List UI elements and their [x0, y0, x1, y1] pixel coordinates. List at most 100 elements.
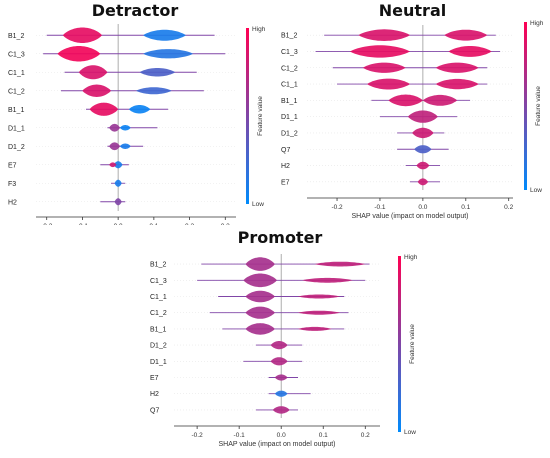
detractor-title: Detractor	[91, 1, 179, 20]
violin-shape	[245, 323, 275, 335]
violin-shape	[136, 87, 172, 95]
x-tick-label: 0.0	[277, 432, 286, 439]
neutral-title: Neutral	[378, 1, 447, 20]
x-tick-label: -0.1	[374, 204, 386, 211]
violin-shape	[448, 46, 492, 57]
violin-c1-3: C1_3	[150, 273, 380, 288]
violin-c1-1: C1_1	[150, 290, 380, 303]
violin-shape	[362, 62, 406, 73]
x-tick-label: 0.0	[114, 223, 123, 225]
violin-b1-2: B1_2	[281, 29, 513, 41]
colorbar-high-label: High	[252, 26, 266, 33]
violin-q7: Q7	[281, 145, 513, 154]
feature-label: C1_3	[8, 51, 25, 58]
feature-label: F3	[8, 181, 16, 188]
violin-shape	[245, 290, 275, 303]
violin-f3: F3	[8, 179, 236, 188]
x-tick-label: -0.1	[234, 432, 246, 439]
violin-c1-2: C1_2	[281, 62, 513, 73]
violin-shape	[114, 179, 122, 187]
violin-c1-3: C1_3	[281, 45, 513, 58]
x-tick-label: -0.2	[41, 223, 53, 225]
violin-shape	[367, 78, 410, 90]
violin-shape	[412, 127, 434, 139]
colorbar	[524, 22, 527, 190]
violin-shape	[270, 357, 288, 366]
x-tick-label: -0.1	[77, 223, 89, 225]
violin-shape	[245, 257, 275, 271]
violin-shape	[119, 143, 131, 149]
feature-label: C1_2	[150, 310, 167, 317]
x-tick-label: 0.2	[185, 223, 194, 225]
feature-label: C1_1	[281, 82, 298, 89]
violin-d1-1: D1_1	[150, 357, 380, 366]
violin-c1-2: C1_2	[150, 306, 380, 319]
promoter-violin-chart: B1_2 C1_3 C1_1 C1_2 B1_1 D1_2 D1_1 E7 H2 Q7 -0.2 -0…	[150, 254, 418, 448]
feature-label: E7	[281, 179, 290, 186]
violin-q7: Q7	[150, 406, 380, 414]
x-tick-label: 0.1	[149, 223, 158, 225]
violin-shape	[298, 294, 341, 299]
feature-label: Q7	[150, 407, 159, 414]
violin-shape	[435, 78, 479, 90]
violin-shape	[128, 105, 151, 114]
violin-shape	[78, 65, 108, 80]
violin-c1-1: C1_1	[8, 65, 236, 80]
feature-label: E7	[150, 375, 159, 382]
feature-label: C1_2	[8, 88, 25, 95]
promoter-panel: Promoter B1_2 C1_3 C1_1 C1_2 B1_1 D1_2 D1_1 E7 H…	[130, 228, 430, 453]
violin-shape	[82, 84, 111, 97]
violin-shape	[119, 125, 131, 131]
violin-d1-1: D1_1	[281, 110, 513, 123]
feature-label: B1_2	[8, 33, 24, 40]
feature-label: H2	[8, 199, 17, 206]
feature-label: D1_1	[8, 125, 25, 132]
violin-shape	[298, 326, 332, 331]
colorbar-low-label: Low	[252, 201, 264, 208]
colorbar	[246, 28, 249, 204]
violin-e7: E7	[8, 161, 236, 169]
violin-e7: E7	[281, 178, 513, 186]
violin-c1-2: C1_2	[8, 84, 236, 97]
violin-shape	[435, 62, 479, 73]
violin-shape	[444, 29, 488, 41]
colorbar-low-label: Low	[404, 429, 416, 436]
violin-b1-1: B1_1	[281, 94, 513, 107]
violin-shape	[414, 145, 432, 154]
violin-h2: H2	[150, 390, 380, 398]
x-tick-label: 0.3	[221, 223, 230, 225]
feature-label: B1_1	[281, 98, 297, 105]
colorbar-title: Feature value	[535, 86, 542, 126]
violin-shape	[143, 49, 194, 59]
violin-b1-1: B1_1	[150, 323, 380, 335]
detractor-panel: Detractor B1_2 C1_3 C1_1 C1_2 B1_1 D1_1 D1_2 E7…	[0, 0, 270, 239]
x-tick-label: 0.0	[418, 204, 427, 211]
violin-shape	[416, 161, 430, 170]
feature-label: D1_1	[150, 359, 167, 366]
violin-b1-2: B1_2	[150, 257, 380, 271]
violin-shape	[422, 94, 458, 106]
promoter-title: Promoter	[237, 228, 323, 247]
violin-shape	[89, 102, 119, 116]
feature-label: B1_2	[281, 33, 297, 40]
colorbar-high-label: High	[530, 20, 544, 27]
violin-shape	[113, 161, 123, 169]
x-axis-label: SHAP value (impact on model output)	[219, 441, 336, 448]
violin-shape	[349, 45, 410, 58]
feature-label: D1_2	[281, 130, 298, 137]
feature-label: C1_1	[150, 294, 167, 301]
violin-c1-3: C1_3	[8, 46, 236, 62]
violin-shape	[109, 123, 120, 132]
x-tick-label: -0.2	[331, 204, 343, 211]
violin-shape	[143, 29, 186, 41]
violin-shape	[314, 261, 366, 267]
violin-h2: H2	[8, 198, 236, 206]
violin-shape	[270, 341, 288, 350]
x-tick-label: 0.2	[504, 204, 513, 211]
violin-d1-1: D1_1	[8, 123, 236, 132]
violin-shape	[274, 390, 288, 397]
feature-label: D1_1	[281, 114, 298, 121]
violin-shape	[358, 29, 410, 41]
violin-shape	[139, 68, 176, 77]
feature-label: H2	[150, 391, 159, 398]
